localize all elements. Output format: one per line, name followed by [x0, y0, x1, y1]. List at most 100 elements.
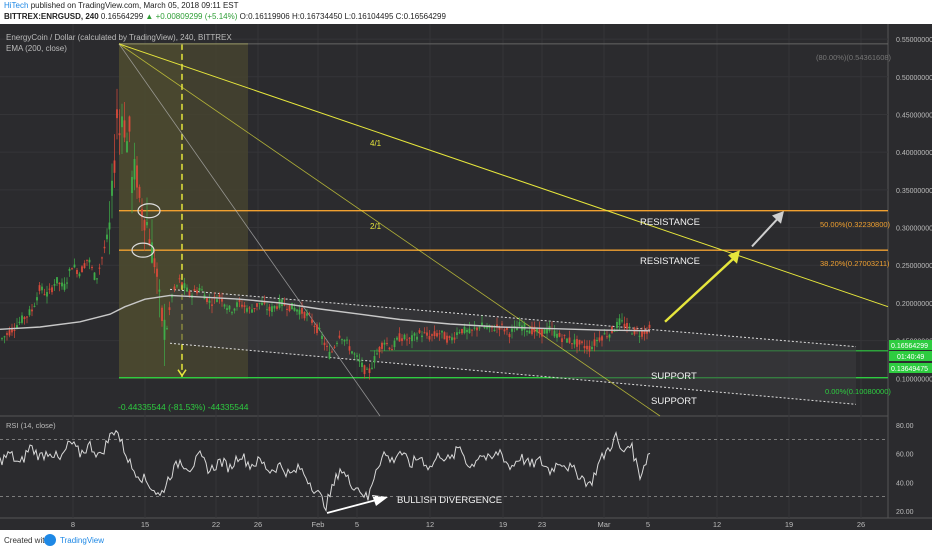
- candle-body: [458, 332, 461, 334]
- candle-body: [493, 329, 496, 331]
- candle-body: [408, 337, 411, 339]
- candle-body: [418, 330, 421, 333]
- candle-body: [53, 284, 56, 286]
- candle-body: [136, 165, 138, 188]
- candle-body: [158, 289, 161, 292]
- candle-body: [141, 209, 143, 218]
- candle-body: [511, 328, 513, 332]
- candle-body: [416, 336, 418, 340]
- candle-body: [618, 318, 621, 326]
- candle-body: [533, 326, 536, 333]
- right-arrow-icon: [372, 495, 388, 506]
- gann-4-1-line: [118, 43, 889, 308]
- candle-body: [193, 289, 196, 291]
- candle-body: [178, 278, 181, 280]
- price-tick-label: 0.20000000: [896, 301, 932, 308]
- candle-body: [453, 337, 456, 340]
- candle-body: [286, 308, 288, 310]
- footer: Created with TradingView: [0, 530, 932, 550]
- chart-canvas[interactable]: 0.55000000 0.50000000 0.45000000 0.40000000…: [0, 24, 932, 530]
- candle-body: [41, 286, 43, 291]
- candle-body: [296, 309, 298, 312]
- candle-body: [81, 266, 83, 273]
- candle-body: [343, 339, 346, 342]
- price-tick-label: 0.40000000: [896, 150, 932, 157]
- candle-body: [578, 339, 581, 345]
- candle-body: [541, 329, 543, 337]
- candle-body: [581, 341, 583, 343]
- price-tick-label: 0.10000000: [896, 376, 932, 383]
- candle-body: [341, 339, 343, 341]
- candle-body: [268, 306, 271, 311]
- candle-body: [313, 325, 316, 328]
- candle-body: [483, 326, 486, 328]
- candle-body: [456, 332, 458, 336]
- candle-body: [183, 283, 186, 289]
- candle-body: [568, 337, 571, 343]
- time-tick-label: Mar: [598, 520, 611, 529]
- candle-body: [393, 340, 396, 348]
- candle-body: [301, 307, 303, 314]
- candle-body: [623, 323, 626, 328]
- candle-body: [223, 304, 226, 307]
- candle-body: [113, 160, 116, 173]
- support-price-tag: 0.13649475: [891, 366, 928, 373]
- candle-body: [236, 302, 238, 307]
- candle-body: [631, 333, 633, 335]
- support-label-lower: SUPPORT: [651, 396, 697, 407]
- projection-arrow-line: [664, 255, 737, 323]
- candle-body: [318, 327, 321, 330]
- rsi-legend: RSI (14, close): [6, 421, 56, 430]
- candle-body: [468, 328, 471, 334]
- candle-body: [228, 305, 231, 310]
- candle-body: [513, 326, 516, 328]
- candle-body: [388, 347, 391, 350]
- candle-body: [376, 353, 378, 355]
- candle-body: [186, 287, 188, 292]
- time-tick-label: 8: [71, 520, 75, 529]
- candle-body: [3, 336, 6, 338]
- rsi-tick-label: 40.00: [896, 480, 914, 487]
- candle-body: [463, 326, 466, 334]
- candle-body: [273, 305, 276, 309]
- published-info: published on TradingView.com, March 05, …: [30, 1, 239, 10]
- candle-body: [266, 309, 268, 311]
- candle-body: [396, 337, 398, 340]
- candle-body: [326, 345, 328, 347]
- candle-body: [406, 339, 408, 341]
- price-change: ▲ +0.00809299 (+5.14%): [145, 12, 238, 21]
- candle-body: [103, 246, 106, 249]
- candle-body: [206, 297, 208, 303]
- candle-body: [603, 333, 606, 335]
- candle-body: [258, 302, 261, 304]
- candle-body: [148, 239, 151, 246]
- candle-body: [363, 365, 366, 375]
- author-link[interactable]: HiTech: [4, 1, 29, 10]
- candle-body: [583, 345, 586, 349]
- candle-body: [68, 268, 71, 271]
- candle-body: [518, 322, 521, 327]
- candle-body: [241, 304, 243, 307]
- candle-body: [403, 334, 406, 340]
- candle-body: [31, 309, 33, 312]
- candle-body: [88, 259, 91, 263]
- channel-lower-line: [169, 342, 857, 405]
- candle-body: [321, 335, 323, 339]
- candle-body: [626, 322, 628, 329]
- candle-body: [648, 324, 651, 329]
- price-tick-label: 0.25000000: [896, 263, 932, 270]
- fib-50-label: 50.00%(0.32230800): [820, 220, 891, 229]
- candle-body: [621, 320, 623, 322]
- candle-body: [33, 305, 36, 307]
- price-tick-label: 0.55000000: [896, 37, 932, 44]
- candle-body: [293, 307, 296, 311]
- candle-body: [558, 332, 561, 337]
- candle-body: [361, 362, 363, 367]
- time-tick-label: 12: [713, 520, 721, 529]
- created-with-label: Created with: [4, 536, 49, 545]
- tradingview-brand-link[interactable]: TradingView: [60, 536, 105, 545]
- candle-body: [348, 346, 351, 351]
- ema-line: [0, 294, 651, 332]
- tradingview-logo-icon: [44, 534, 56, 546]
- measure-label: -0.44335544 (-81.53%) -44335544: [118, 402, 249, 412]
